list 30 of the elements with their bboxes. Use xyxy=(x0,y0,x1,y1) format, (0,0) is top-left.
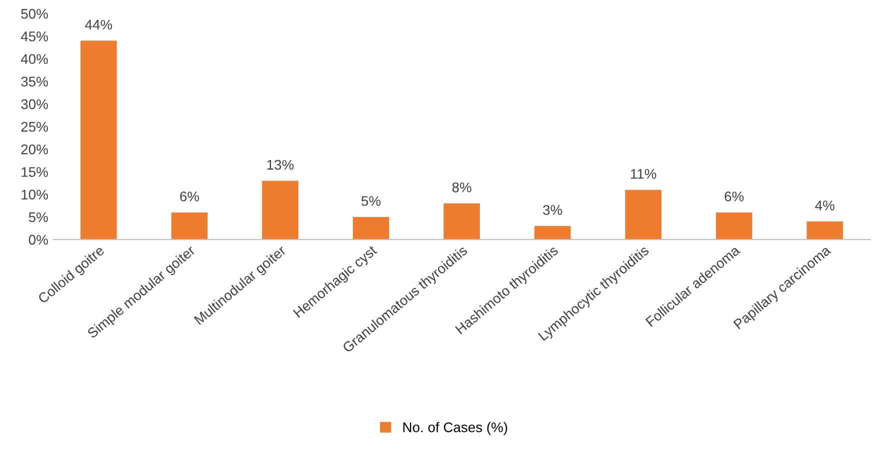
y-tick-label: 40% xyxy=(20,54,48,64)
legend-label: No. of Cases (%) xyxy=(403,422,508,435)
bar xyxy=(625,190,662,240)
y-tick-label: 10% xyxy=(22,190,48,200)
y-tick-label: 35% xyxy=(21,76,48,87)
bar xyxy=(171,212,208,240)
bar xyxy=(80,40,117,240)
data-label: 6% xyxy=(724,192,744,202)
data-label: 5% xyxy=(362,196,381,206)
data-label: 3% xyxy=(543,205,562,215)
bar xyxy=(444,203,480,240)
y-tick-label: 45% xyxy=(20,32,48,42)
bar xyxy=(534,226,571,240)
bar xyxy=(352,216,390,240)
y-tick-label: 5% xyxy=(28,212,48,222)
bar xyxy=(806,221,844,240)
data-label: 13% xyxy=(267,160,294,170)
data-label: 44% xyxy=(85,20,112,30)
bar xyxy=(262,180,298,240)
y-tick-label: 30% xyxy=(21,99,48,110)
y-tick-label: 15% xyxy=(22,167,48,177)
bar xyxy=(716,212,752,240)
data-label: 11% xyxy=(630,168,656,179)
y-tick-label: 0% xyxy=(28,234,48,245)
y-tick-label: 50% xyxy=(21,8,48,19)
y-tick-label: 25% xyxy=(21,122,48,132)
data-label: 4% xyxy=(815,200,834,210)
data-label: 6% xyxy=(180,192,199,202)
data-label: 8% xyxy=(452,182,472,192)
y-tick-label: 20% xyxy=(21,144,48,154)
